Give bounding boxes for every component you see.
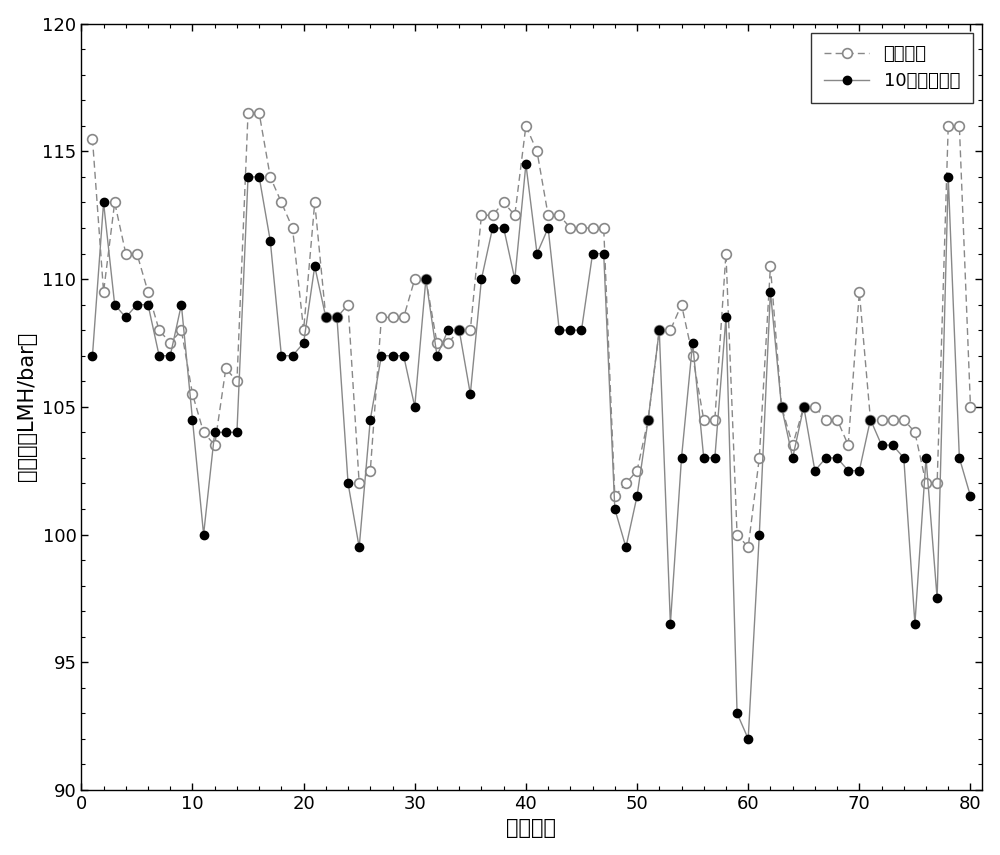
10步预测输出 [742, 734, 754, 744]
10步预测输出 [620, 542, 632, 552]
Legend: 目标输出, 10步预测输出: 目标输出, 10步预测输出 [811, 32, 973, 103]
10步预测输出 [887, 440, 899, 451]
目标输出 [887, 415, 899, 425]
目标输出 [664, 325, 676, 335]
10步预测输出 [520, 159, 532, 169]
X-axis label: 测试样本: 测试样本 [506, 818, 556, 839]
目标输出 [742, 542, 754, 552]
10步预测输出 [475, 274, 487, 284]
10步预测输出 [86, 351, 98, 361]
目标输出 [964, 402, 976, 412]
目标输出 [631, 465, 643, 475]
目标输出 [487, 210, 499, 221]
目标输出 [242, 108, 254, 118]
Y-axis label: 透水率（LMH/bar）: 透水率（LMH/bar） [17, 332, 37, 481]
10步预测输出 [698, 453, 710, 463]
10步预测输出 [964, 491, 976, 501]
目标输出 [620, 478, 632, 488]
目标输出 [86, 133, 98, 144]
Line: 10步预测输出: 10步预测输出 [88, 160, 975, 743]
目标输出 [698, 415, 710, 425]
Line: 目标输出: 目标输出 [88, 109, 975, 552]
10步预测输出 [631, 491, 643, 501]
10步预测输出 [664, 619, 676, 629]
